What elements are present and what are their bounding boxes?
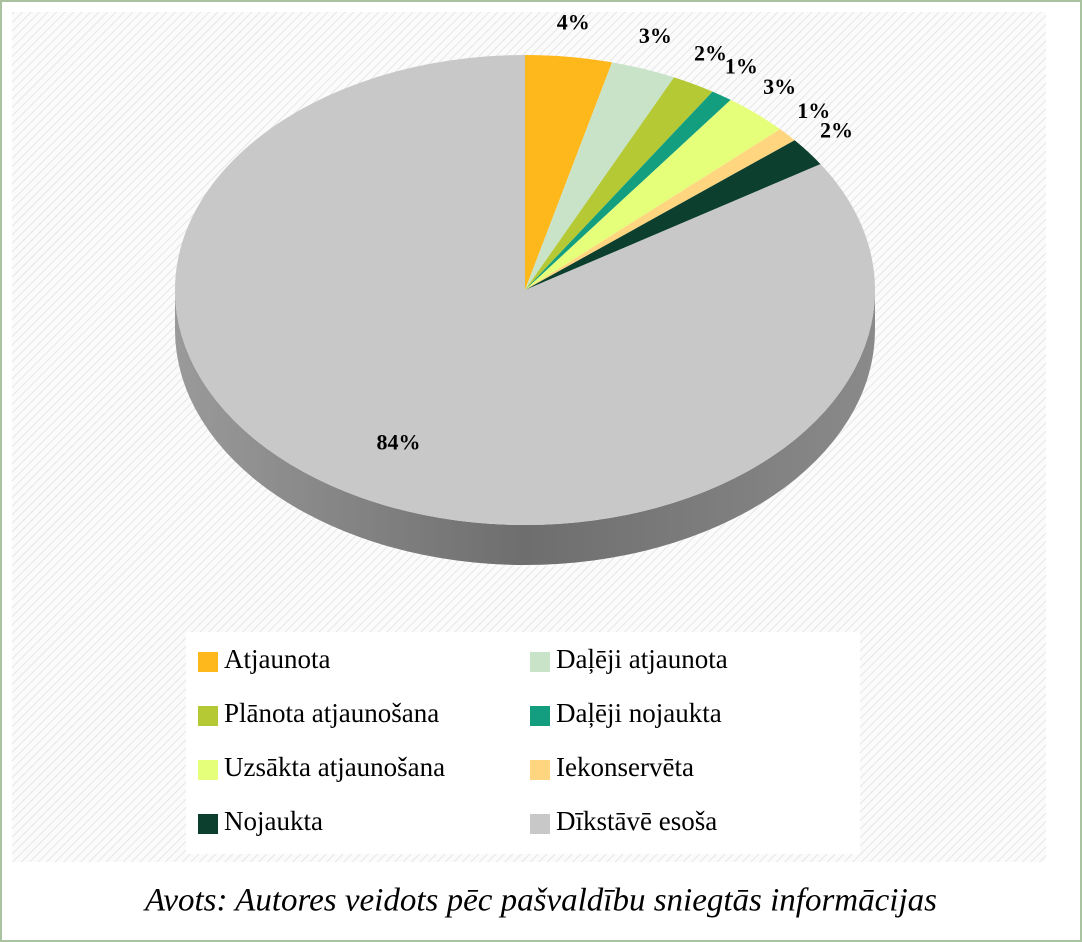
pie-slice [525,77,713,290]
pie-slice [525,99,781,290]
pie-slice [525,91,731,290]
legend-swatch [530,706,550,726]
legend-label: Daļēji atjaunota [556,644,728,674]
legend-label: Plānota atjaunošana [224,698,439,728]
pie-top [175,55,875,525]
legend: Atjaunota Daļēji atjaunota Plānota atjauno… [198,644,728,836]
pie-slice [525,140,821,290]
legend-swatch [198,814,218,834]
legend-label: Uzsākta atjaunošana [224,752,445,782]
data-label: 1% [797,98,830,123]
pie-slice [525,55,613,290]
pie-slice [175,55,875,525]
data-label: 1% [725,53,758,78]
pie-slice [525,129,795,290]
legend-box [186,632,860,854]
data-label: 3% [639,23,672,48]
legend-label: Dīkstāvē esoša [556,806,717,836]
legend-swatch [198,760,218,780]
data-label: 3% [763,74,796,99]
data-label: 2% [820,118,853,143]
legend-label: Daļēji nojaukta [556,698,722,728]
data-label: 4% [557,9,590,34]
pie-side-segment [175,290,875,565]
legend-swatch [198,706,218,726]
legend-label: Atjaunota [224,644,330,674]
legend-swatch [530,760,550,780]
legend-label: Iekonservēta [556,752,694,782]
pie-slice [525,62,675,290]
data-label: 84% [377,429,421,454]
caption: Avots: Autores veidots pēc pašvaldību sn… [143,883,937,919]
pie-side [175,290,875,565]
legend-swatch [530,652,550,672]
data-label: 2% [694,40,727,65]
legend-label: Nojaukta [224,806,323,836]
legend-swatch [530,814,550,834]
legend-swatch [198,652,218,672]
